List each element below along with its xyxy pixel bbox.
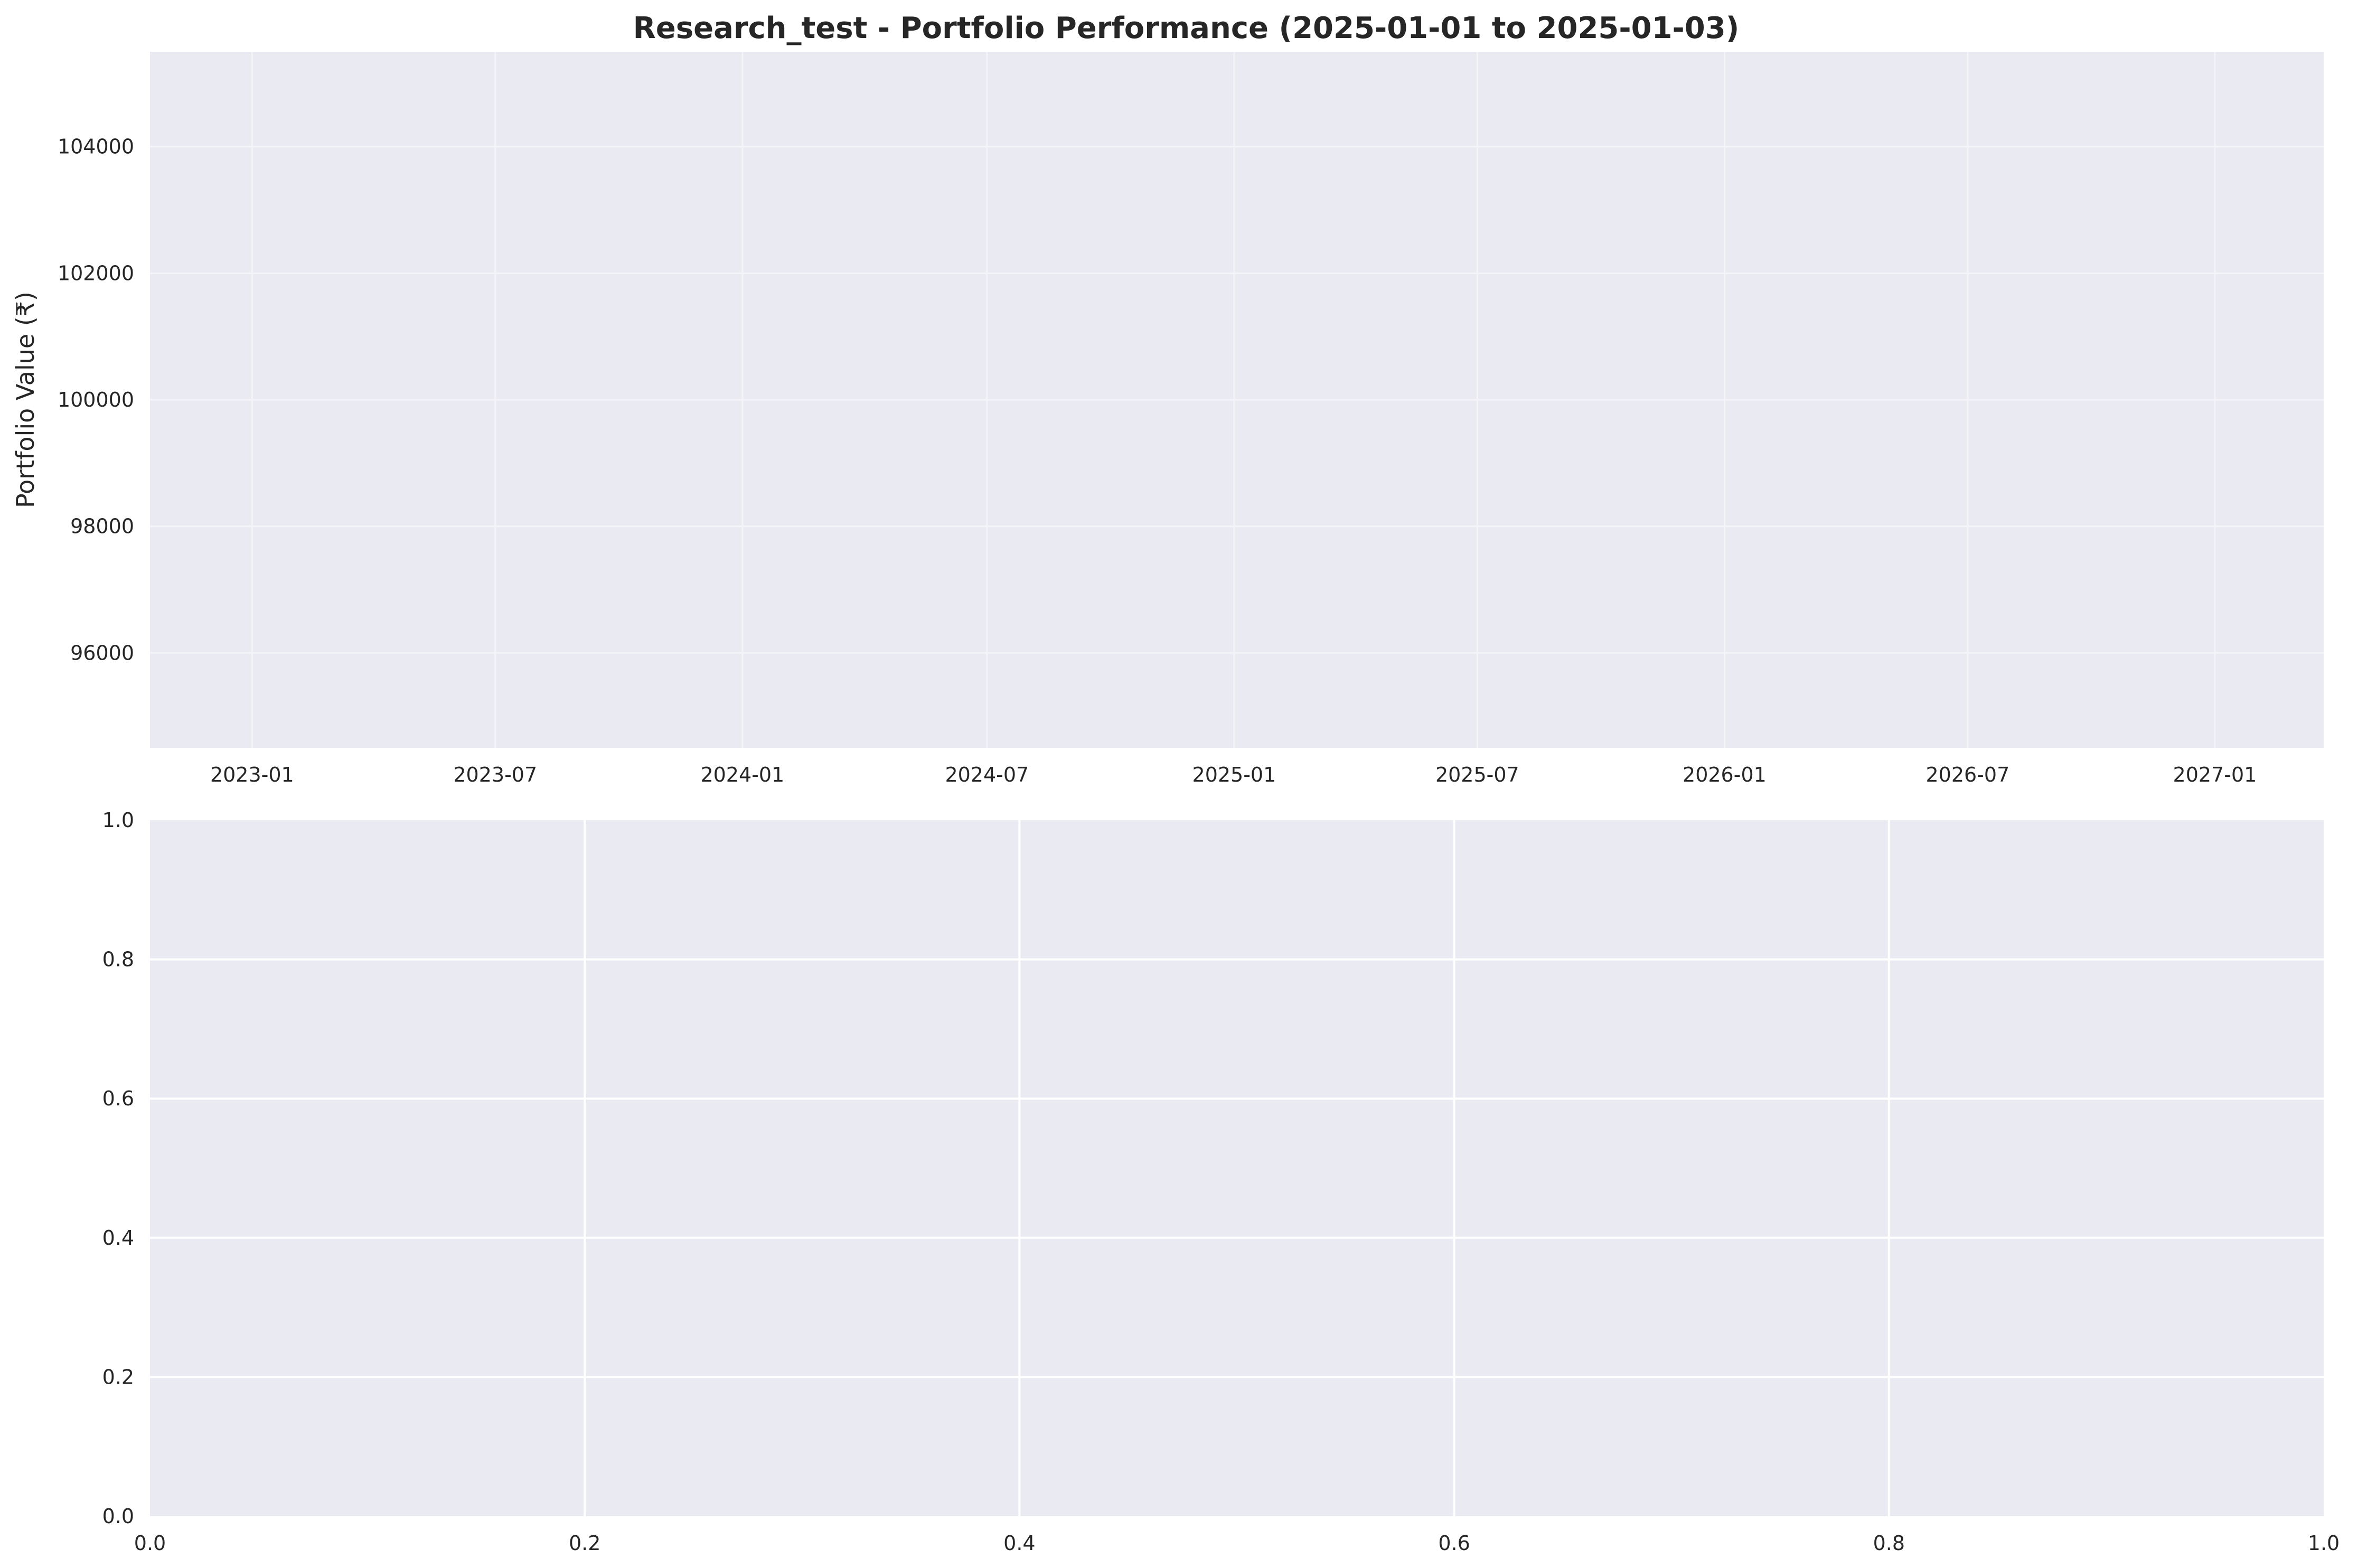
y-axis-label: Portfolio Value (₹) bbox=[11, 292, 40, 508]
top-x-tick-label: 2024-01 bbox=[700, 763, 784, 786]
bottom-x-tick-label: 0.6 bbox=[1438, 1532, 1470, 1555]
bottom-x-tick-label: 1.0 bbox=[2308, 1532, 2340, 1555]
top-y-tick-label: 104000 bbox=[58, 135, 134, 158]
bottom-y-tick-label: 0.2 bbox=[102, 1365, 134, 1388]
top-y-tick-label: 98000 bbox=[70, 515, 134, 538]
top-y-tick-label: 100000 bbox=[58, 388, 134, 411]
bottom-y-tick-label: 0.6 bbox=[102, 1087, 134, 1110]
bottom-axes-background bbox=[150, 820, 2324, 1516]
bottom-x-tick-label: 0.4 bbox=[1003, 1532, 1035, 1555]
top-x-tick-label: 2026-07 bbox=[1925, 763, 2009, 786]
top-y-tick-labels: 96000 98000 100000 102000 104000 bbox=[58, 135, 134, 665]
bottom-gridlines bbox=[150, 820, 2324, 1516]
bottom-y-tick-label: 0.4 bbox=[102, 1226, 134, 1250]
bottom-x-tick-label: 0.0 bbox=[134, 1532, 166, 1555]
bottom-y-tick-label: 0.0 bbox=[102, 1505, 134, 1528]
bottom-x-tick-label: 0.8 bbox=[1873, 1532, 1905, 1555]
portfolio-value-panel: 2023-01 2023-07 2024-01 2024-07 2025-01 2025-… bbox=[11, 52, 2324, 786]
top-x-tick-label: 2025-07 bbox=[1435, 763, 1519, 786]
top-y-tick-label: 96000 bbox=[70, 641, 134, 664]
top-x-tick-label: 2023-01 bbox=[210, 763, 294, 786]
top-gridlines bbox=[150, 52, 2324, 748]
top-x-tick-label: 2024-07 bbox=[945, 763, 1029, 786]
top-x-tick-label: 2025-01 bbox=[1192, 763, 1276, 786]
bottom-x-tick-labels: 0.0 0.2 0.4 0.6 0.8 1.0 bbox=[134, 1532, 2340, 1555]
chart-title: Research_test - Portfolio Performance (2… bbox=[633, 11, 1740, 45]
bottom-y-tick-label: 0.8 bbox=[102, 948, 134, 971]
top-y-tick-label: 102000 bbox=[58, 261, 134, 285]
secondary-panel: 0.0 0.2 0.4 0.6 0.8 1.0 0.0 0.2 0.4 0.6 0.8 1.0 bbox=[102, 809, 2340, 1555]
top-x-tick-label: 2026-01 bbox=[1683, 763, 1767, 786]
bottom-x-tick-label: 0.2 bbox=[569, 1532, 600, 1555]
top-x-tick-labels: 2023-01 2023-07 2024-01 2024-07 2025-01 2025-… bbox=[210, 763, 2257, 786]
top-x-tick-label: 2027-01 bbox=[2173, 763, 2257, 786]
top-x-tick-label: 2023-07 bbox=[453, 763, 537, 786]
bottom-y-tick-label: 1.0 bbox=[102, 809, 134, 832]
bottom-y-tick-labels: 0.0 0.2 0.4 0.6 0.8 1.0 bbox=[102, 809, 134, 1528]
